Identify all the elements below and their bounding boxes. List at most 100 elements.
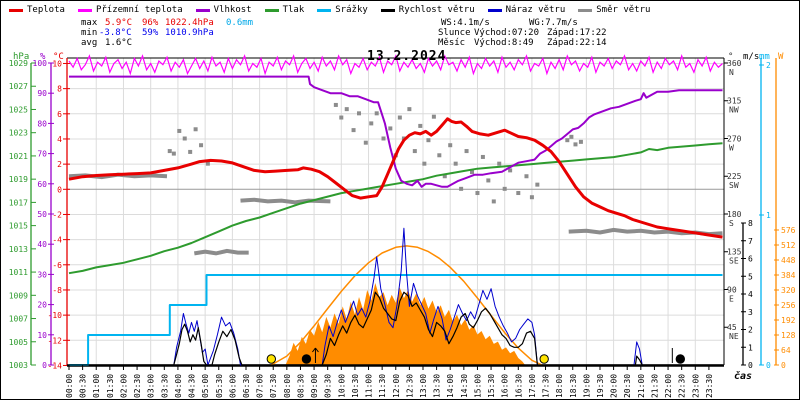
x-tick-label: 22:30: [678, 374, 687, 398]
legend-item: Teplota: [9, 5, 65, 15]
svg-text:W: W: [778, 52, 784, 62]
x-tick-label: 17:00: [528, 374, 537, 398]
svg-text:1027: 1027: [9, 82, 28, 91]
series-sm-r-v-tru-body-: [529, 195, 534, 200]
x-tick-label: 12:30: [405, 374, 414, 398]
svg-text:448: 448: [781, 256, 796, 265]
stat-avg-temp: 1.6°C: [105, 38, 133, 48]
x-tick-label: 14:00: [446, 374, 455, 398]
x-tick-label: 03:00: [147, 374, 156, 398]
svg-text:0: 0: [766, 361, 771, 370]
x-tick-label: 20:30: [623, 374, 632, 398]
x-tick-label: 09:00: [310, 374, 319, 398]
axes: 1029102710251023102110191017101510131011…: [9, 52, 796, 370]
x-tick-label: 10:30: [351, 374, 360, 398]
legend-swatch: [578, 8, 593, 12]
series-sm-r-v-tru-body-: [397, 115, 402, 120]
stat-min-pressure: 1010.9hPa: [165, 28, 214, 38]
x-tick-label: 18:30: [569, 374, 578, 398]
x-tick-label: 01:30: [106, 374, 115, 398]
series-sm-r-v-tru-body-: [502, 186, 507, 191]
x-tick-label: 19:00: [582, 374, 591, 398]
svg-text:SW: SW: [729, 181, 739, 190]
svg-text:135: 135: [727, 248, 742, 257]
moonrise-time: Východ:8:49: [474, 38, 534, 48]
legend-label: Vlhkost: [213, 5, 252, 15]
svg-text:1: 1: [748, 343, 753, 352]
x-tick-label: 20:00: [610, 374, 619, 398]
series-sm-r-v-tru-body-: [464, 149, 469, 154]
legend-label: Rychlost větru: [398, 5, 475, 15]
svg-text:315: 315: [727, 97, 742, 106]
series-sm-r-v-tru-body-: [573, 142, 578, 147]
svg-text:1015: 1015: [9, 222, 28, 231]
x-tick-label: 01:00: [92, 374, 101, 398]
x-tick-label: 07:30: [269, 374, 278, 398]
x-tick-label: 16:30: [514, 374, 523, 398]
moonrise-marker: [301, 354, 312, 364]
astro-markers: [266, 347, 686, 364]
legend-swatch: [9, 8, 23, 12]
svg-text:1025: 1025: [9, 105, 28, 114]
svg-text:1021: 1021: [9, 152, 28, 161]
series-sm-r-v-tru-body-: [442, 174, 447, 179]
svg-text:1019: 1019: [9, 175, 28, 184]
x-tick-label: 06:00: [228, 374, 237, 398]
svg-text:1005: 1005: [9, 338, 28, 347]
svg-text:320: 320: [781, 286, 796, 295]
x-tick-label: 19:30: [596, 374, 605, 398]
series-sm-r-v-tru-body-: [167, 149, 172, 154]
legend-swatch: [317, 8, 332, 12]
x-tick-label: 21:30: [650, 374, 659, 398]
series-sm-r-v-tru-body-: [374, 111, 379, 116]
x-tick-label: 06:30: [242, 374, 251, 398]
svg-text:5: 5: [748, 272, 753, 281]
x-tick-label: 18:00: [555, 374, 564, 398]
svg-text:1029: 1029: [9, 59, 28, 68]
legend-item: Náraz větru: [487, 5, 566, 15]
series-teplota: [68, 117, 723, 239]
svg-text:1013: 1013: [9, 245, 28, 254]
svg-text:30: 30: [37, 270, 47, 279]
stat-avg-label: avg: [81, 38, 98, 48]
series-slune-n-z-en-skute-n-: [285, 283, 526, 365]
x-tick-label: 22:00: [664, 374, 673, 398]
svg-text:-2: -2: [52, 210, 62, 219]
x-tick-label: 11:30: [378, 374, 387, 398]
svg-text:50: 50: [37, 210, 47, 219]
plot-frame: [67, 57, 725, 365]
series-sm-r-v-tru-body-: [578, 139, 583, 144]
series-sm-r-v-tru-body-: [569, 134, 574, 139]
sunset-time: Západ:17:22: [547, 28, 607, 38]
stat-min-label: min: [81, 28, 98, 38]
stat-max-humidity: 96%: [142, 18, 159, 28]
series-sm-r-v-tru-body-: [453, 161, 458, 166]
svg-text:1011: 1011: [9, 268, 28, 277]
svg-text:-12: -12: [48, 336, 63, 345]
legend-label: Náraz větru: [505, 5, 566, 15]
series-sm-r-v-tru-body-: [508, 168, 513, 173]
svg-text:1007: 1007: [9, 315, 28, 324]
x-tick-label: 10:00: [337, 374, 346, 398]
legend-item: Rychlost větru: [380, 5, 475, 15]
svg-text:4: 4: [57, 135, 62, 144]
x-tick-label: 12:00: [392, 374, 401, 398]
svg-text:m/s: m/s: [743, 52, 759, 62]
series-vlhkost: [69, 75, 723, 188]
svg-text:1: 1: [766, 211, 771, 220]
legend-swatch: [487, 8, 502, 12]
series-sm-r-v-tru-body-: [491, 199, 496, 204]
x-tick-label: 02:00: [119, 374, 128, 398]
svg-text:-8: -8: [52, 286, 62, 295]
series-sm-r-v-tru-body-: [524, 174, 529, 179]
x-tick-label: 13:00: [419, 374, 428, 398]
svg-text:10: 10: [37, 331, 47, 340]
sunrise-marker: [266, 354, 277, 364]
x-tick-label: 08:30: [296, 374, 305, 398]
svg-text:6: 6: [57, 110, 62, 119]
x-tick-label: 05:00: [201, 374, 210, 398]
x-tick-label: 00:00: [65, 374, 74, 398]
svg-text:1017: 1017: [9, 198, 28, 207]
chart-date: 13.2.2024: [367, 49, 447, 64]
svg-text:°C: °C: [53, 52, 64, 62]
